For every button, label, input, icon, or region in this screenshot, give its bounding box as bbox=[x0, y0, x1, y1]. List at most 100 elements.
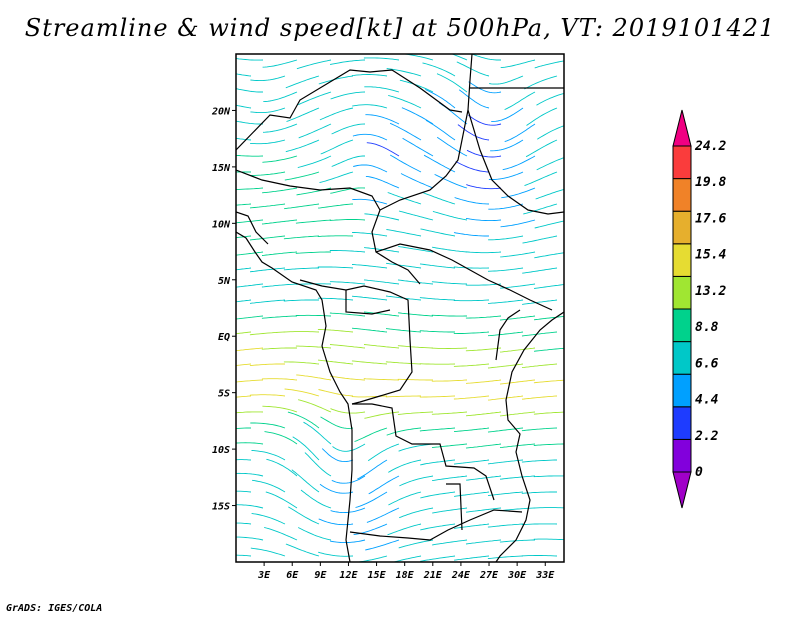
country-borders bbox=[236, 54, 564, 562]
streamline bbox=[521, 363, 558, 369]
lon-tick-label: 12E bbox=[339, 570, 358, 581]
colorbar-segment bbox=[672, 145, 692, 180]
streamline bbox=[262, 59, 298, 68]
streamline bbox=[488, 235, 524, 241]
streamlines bbox=[236, 54, 564, 562]
streamline bbox=[391, 555, 422, 562]
streamline bbox=[265, 491, 298, 509]
streamline bbox=[399, 507, 434, 519]
streamline bbox=[249, 267, 286, 273]
colorbar-segment bbox=[672, 275, 692, 310]
streamline bbox=[236, 504, 264, 509]
streamline bbox=[454, 197, 490, 205]
lon-tick-label: 18E bbox=[396, 570, 415, 581]
streamline bbox=[534, 284, 564, 289]
streamline bbox=[454, 555, 490, 561]
streamline bbox=[351, 264, 388, 269]
streamline bbox=[386, 262, 422, 269]
streamline bbox=[236, 267, 252, 271]
lon-tick-label: 3E bbox=[257, 570, 271, 581]
streamline bbox=[365, 539, 400, 551]
colorbar-level-label: 6.6 bbox=[695, 356, 719, 371]
colorbar-level-label: 2.2 bbox=[694, 429, 719, 444]
border-11 bbox=[236, 211, 269, 245]
streamline bbox=[331, 475, 366, 484]
streamline bbox=[249, 331, 286, 336]
colorbar-upper-arrow bbox=[672, 109, 692, 147]
streamline bbox=[236, 331, 252, 335]
streamline bbox=[363, 57, 400, 61]
streamline bbox=[533, 347, 564, 352]
streamline bbox=[425, 89, 456, 109]
streamline bbox=[317, 297, 354, 301]
streamline bbox=[330, 539, 366, 544]
streamline bbox=[421, 191, 456, 205]
streamline bbox=[249, 203, 286, 209]
streamline bbox=[264, 526, 298, 541]
streamline bbox=[296, 374, 332, 381]
streamline bbox=[453, 232, 489, 237]
streamline bbox=[283, 361, 320, 365]
colorbar-segment bbox=[672, 210, 692, 245]
streamline bbox=[431, 347, 468, 349]
streamline bbox=[251, 512, 286, 525]
streamline bbox=[386, 68, 422, 77]
streamline bbox=[523, 203, 558, 215]
streamline bbox=[465, 539, 502, 545]
streamline bbox=[466, 149, 502, 158]
streamline bbox=[499, 347, 536, 353]
streamline bbox=[364, 86, 400, 93]
streamline bbox=[521, 523, 558, 526]
plot-frame bbox=[235, 53, 565, 563]
streamline bbox=[261, 283, 298, 288]
streamline bbox=[534, 60, 564, 69]
streamline bbox=[330, 59, 366, 65]
streamline bbox=[487, 523, 524, 528]
streamline bbox=[487, 491, 524, 497]
streamline bbox=[261, 378, 298, 381]
streamline bbox=[420, 459, 456, 466]
streamline bbox=[431, 379, 468, 382]
streamline bbox=[317, 235, 354, 237]
streamline bbox=[419, 363, 456, 365]
streamline bbox=[436, 136, 468, 157]
streamline bbox=[318, 203, 354, 209]
streamline bbox=[236, 203, 252, 206]
streamline bbox=[285, 543, 320, 557]
lat-tick-label: 15S bbox=[212, 502, 230, 513]
streamline bbox=[250, 75, 286, 82]
streamline bbox=[525, 139, 558, 158]
streamline bbox=[422, 62, 456, 77]
streamline bbox=[388, 491, 422, 506]
streamline bbox=[298, 123, 332, 139]
streamline bbox=[456, 61, 490, 77]
streamline bbox=[466, 475, 502, 481]
lon-tick-label: 9E bbox=[314, 570, 327, 581]
streamline bbox=[236, 187, 264, 190]
streamline bbox=[431, 411, 468, 415]
streamline bbox=[420, 228, 456, 237]
streamline bbox=[249, 394, 286, 397]
streamline bbox=[420, 555, 456, 562]
lat-tick-label: 20N bbox=[211, 106, 231, 117]
streamline bbox=[387, 523, 422, 536]
streamline bbox=[236, 154, 264, 157]
streamline bbox=[352, 198, 388, 205]
streamline bbox=[401, 54, 434, 61]
colorbar-level-label: 24.2 bbox=[694, 139, 726, 154]
streamline bbox=[500, 251, 536, 258]
streamline bbox=[431, 281, 468, 285]
lon-tick-label: 30E bbox=[507, 570, 527, 581]
streamline bbox=[419, 263, 456, 269]
streamline bbox=[465, 443, 502, 449]
streamline bbox=[351, 231, 388, 237]
streamline bbox=[453, 266, 490, 269]
streamline bbox=[236, 379, 264, 383]
streamline bbox=[468, 114, 502, 126]
colorbar-level-label: 19.8 bbox=[695, 175, 726, 190]
colorbar-segment bbox=[672, 373, 692, 408]
streamline bbox=[533, 475, 564, 478]
streamline bbox=[521, 427, 558, 432]
streamline bbox=[431, 443, 468, 449]
colorbar-segment bbox=[672, 341, 692, 375]
